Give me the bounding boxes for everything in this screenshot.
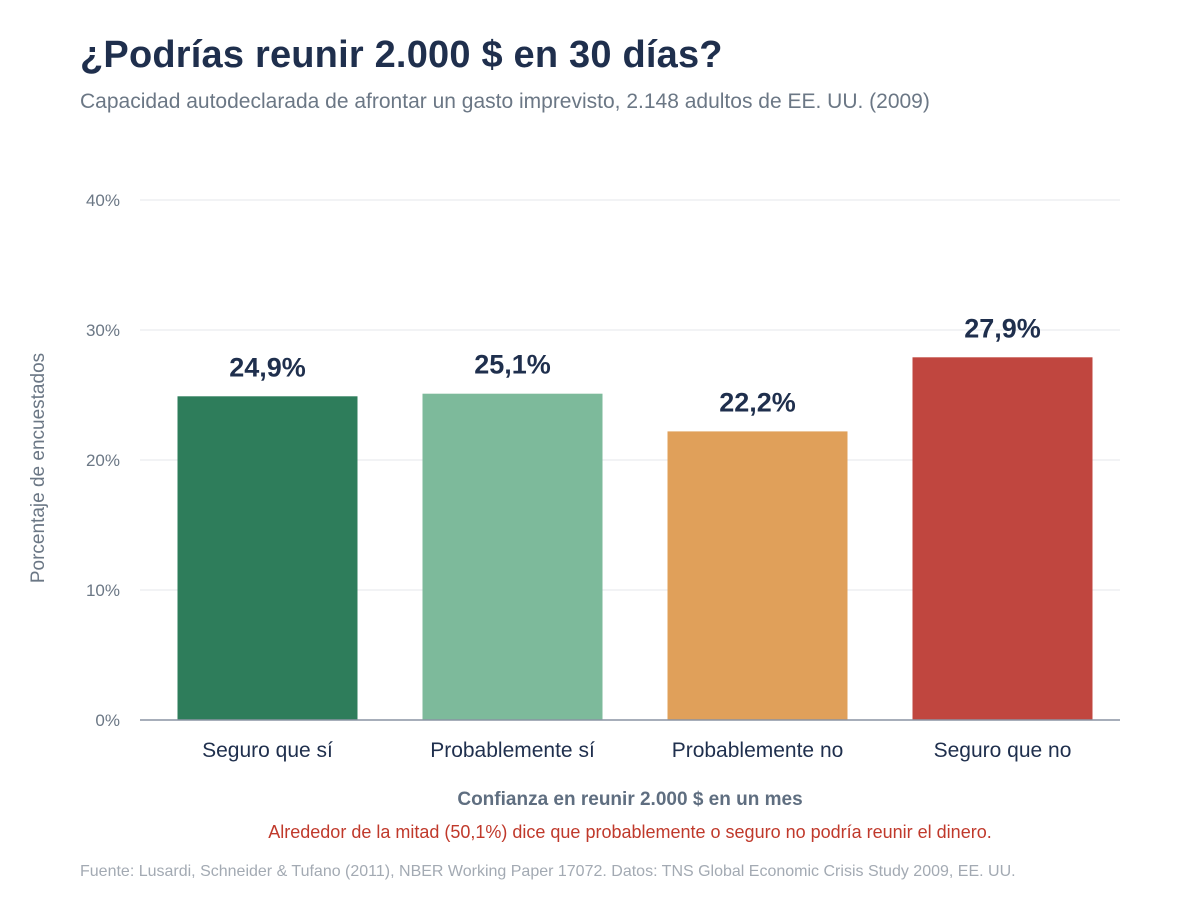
bar-value-label: 25,1% — [474, 350, 551, 380]
bar — [667, 431, 848, 720]
bar — [422, 393, 603, 720]
bar-value-label: 27,9% — [964, 313, 1041, 343]
chart-subtitle: Capacidad autodeclarada de afrontar un g… — [80, 90, 930, 113]
category-label: Probablemente sí — [430, 739, 595, 762]
y-tick-label: 0% — [95, 711, 120, 730]
x-axis-title: Confianza en reunir 2.000 $ en un mes — [457, 789, 802, 810]
bar-value-label: 24,9% — [229, 352, 306, 382]
y-axis-ticks: 0% 10% 20% 30% 40% — [86, 191, 120, 730]
y-tick-label: 40% — [86, 191, 120, 210]
y-axis-title: Porcentaje de encuestados — [28, 353, 49, 583]
category-label: Seguro que sí — [202, 739, 333, 762]
category-label: Probablemente no — [672, 739, 844, 762]
data-labels: 24,9% 25,1% 22,2% 27,9% — [229, 313, 1041, 417]
category-labels: Seguro que sí Probablemente sí Probablemen… — [202, 739, 1071, 762]
y-tick-label: 20% — [86, 451, 120, 470]
source-note: Fuente: Lusardi, Schneider & Tufano (201… — [80, 863, 1016, 880]
category-label: Seguro que no — [934, 739, 1072, 762]
bar — [912, 357, 1093, 720]
bar-value-label: 22,2% — [719, 387, 796, 417]
y-tick-label: 30% — [86, 321, 120, 340]
y-tick-label: 10% — [86, 581, 120, 600]
bar — [177, 396, 358, 720]
chart-annotation: Alrededor de la mitad (50,1%) dice que p… — [268, 822, 992, 842]
chart-title: ¿Podrías reunir 2.000 $ en 30 días? — [80, 34, 723, 76]
bars — [177, 357, 1093, 720]
